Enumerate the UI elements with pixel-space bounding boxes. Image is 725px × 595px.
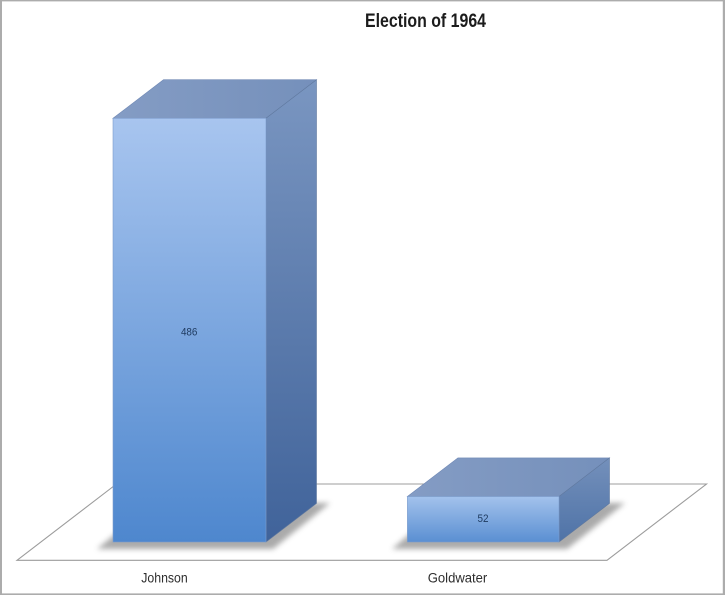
svg-text:52: 52 (478, 513, 489, 525)
svg-text:Goldwater: Goldwater (428, 570, 488, 585)
svg-text:Election of 1964: Election of 1964 (365, 11, 486, 32)
svg-text:486: 486 (181, 326, 198, 338)
svg-text:Johnson: Johnson (141, 570, 188, 585)
